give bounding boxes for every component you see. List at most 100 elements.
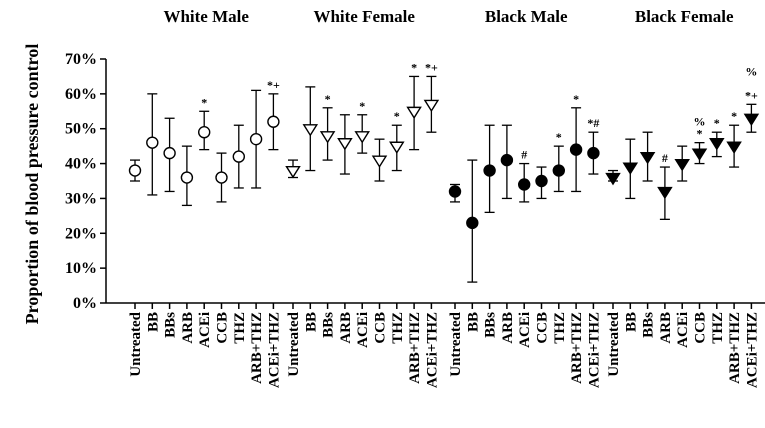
- x-tick-label: CCB: [215, 312, 231, 344]
- x-tick-label: BB: [303, 312, 319, 332]
- x-tick-label: BBs: [163, 312, 179, 338]
- data-point: [337, 138, 353, 151]
- data-point: [180, 171, 194, 184]
- x-tick-label: Untreated: [286, 311, 302, 376]
- x-tick-label: THZ: [232, 312, 248, 344]
- y-axis-label: Proportion of blood pressure control: [22, 44, 42, 325]
- data-point: [483, 164, 496, 177]
- x-tick-label: ACEi+THZ: [424, 312, 440, 388]
- y-axis: 0% 10% 20% 30% 40% 50% 60% 70%: [65, 51, 107, 312]
- data-point: [128, 164, 142, 177]
- x-tick-label: BB: [465, 312, 481, 332]
- x-axis: Untreated BB BBs ARB ACEi CCB THZ ARB+THZ ACEi+T…: [106, 302, 765, 388]
- x-tick-label: CCB: [693, 312, 709, 344]
- x-tick-label: BB: [623, 312, 639, 332]
- x-tick-label: ARB: [658, 312, 674, 344]
- y-tick-label: 60%: [65, 86, 97, 103]
- data-point: [500, 153, 514, 167]
- data-point: [197, 125, 211, 139]
- significance-mark: *: [573, 92, 579, 106]
- significance-mark: #: [521, 148, 527, 162]
- data-point: [605, 172, 621, 186]
- x-tick-label: Untreated: [448, 311, 464, 376]
- data-point: [726, 141, 742, 154]
- group-titles: White Male White Female Black Male Black Fe…: [163, 7, 734, 26]
- series-white-male: * *+: [128, 78, 280, 207]
- data-point: [319, 131, 336, 144]
- data-point: [285, 165, 301, 179]
- significance-mark: %: [694, 115, 706, 129]
- data-point: [587, 146, 600, 160]
- data-point: [674, 158, 690, 172]
- data-point: [622, 162, 639, 175]
- data-point: [691, 148, 708, 161]
- significance-mark: *: [394, 109, 400, 123]
- x-tick-label: ARB: [500, 312, 516, 344]
- group-title: White Female: [313, 7, 415, 26]
- x-tick-label: ARB+THZ: [407, 312, 423, 384]
- data-point: [302, 124, 319, 137]
- significance-mark: *#: [587, 116, 599, 130]
- significance-mark: *: [359, 99, 365, 113]
- x-tick-label: BBs: [321, 312, 337, 338]
- x-tick-label: BBs: [483, 312, 499, 338]
- data-point: [639, 151, 656, 165]
- data-point: [354, 131, 370, 144]
- series-black-female: #%** *%*+: [605, 64, 760, 220]
- x-tick-label: ARB+THZ: [569, 312, 585, 384]
- data-point: [466, 216, 479, 230]
- group-title: Black Male: [485, 7, 568, 26]
- x-tick-label: CCB: [535, 312, 551, 344]
- x-tick-label: ACEi+THZ: [266, 312, 282, 388]
- significance-mark: *: [411, 60, 417, 74]
- significance-mark: *: [556, 130, 562, 144]
- y-tick-label: 50%: [65, 121, 97, 138]
- data-point: [552, 164, 565, 177]
- series-white-female: * * * * *+: [285, 60, 440, 182]
- x-tick-label: ARB+THZ: [727, 312, 743, 384]
- x-tick-label: ACEi+THZ: [586, 312, 602, 388]
- data-point: [423, 99, 440, 113]
- x-tick-label: ACEi+THZ: [744, 312, 760, 388]
- y-tick-label: 10%: [65, 260, 97, 277]
- data-point: [569, 143, 583, 156]
- data-point: [743, 113, 760, 127]
- data-point: [448, 185, 462, 198]
- group-title: Black Female: [635, 7, 734, 26]
- significance-mark: *: [714, 116, 720, 130]
- data-point: [267, 115, 280, 128]
- x-tick-label: Untreated: [606, 311, 622, 376]
- x-tick-label: ARB: [338, 312, 354, 344]
- data-series: **+* *** *+#***##%** *%*+: [128, 60, 760, 283]
- data-point: [249, 132, 263, 146]
- data-point: [535, 174, 548, 188]
- data-point: [518, 178, 531, 191]
- data-point: [163, 146, 176, 160]
- significance-mark: *: [697, 127, 703, 141]
- significance-mark: *: [201, 95, 207, 109]
- x-tick-label: BBs: [641, 312, 657, 338]
- data-point: [709, 138, 725, 151]
- significance-mark: #: [662, 151, 668, 165]
- data-point: [657, 186, 673, 200]
- y-tick-label: 70%: [65, 51, 97, 68]
- significance-mark: *+: [425, 60, 438, 74]
- significance-mark: %: [745, 64, 757, 78]
- data-point: [232, 150, 246, 163]
- data-point: [371, 155, 388, 168]
- group-title: White Male: [163, 7, 249, 26]
- data-point: [389, 141, 405, 154]
- x-tick-label: THZ: [710, 312, 726, 344]
- y-tick-label: 40%: [65, 156, 97, 173]
- data-point: [146, 136, 159, 149]
- x-tick-label: BB: [145, 312, 161, 332]
- significance-mark: *: [731, 109, 737, 123]
- significance-mark: *+: [745, 88, 758, 102]
- x-tick-label: ARB: [180, 312, 196, 344]
- x-tick-label: ACEi: [675, 312, 691, 348]
- significance-mark: *: [325, 92, 331, 106]
- series-black-male: # * * *#: [448, 92, 600, 283]
- y-tick-label: 30%: [65, 190, 97, 207]
- x-tick-label: THZ: [390, 312, 406, 344]
- data-point: [215, 171, 228, 184]
